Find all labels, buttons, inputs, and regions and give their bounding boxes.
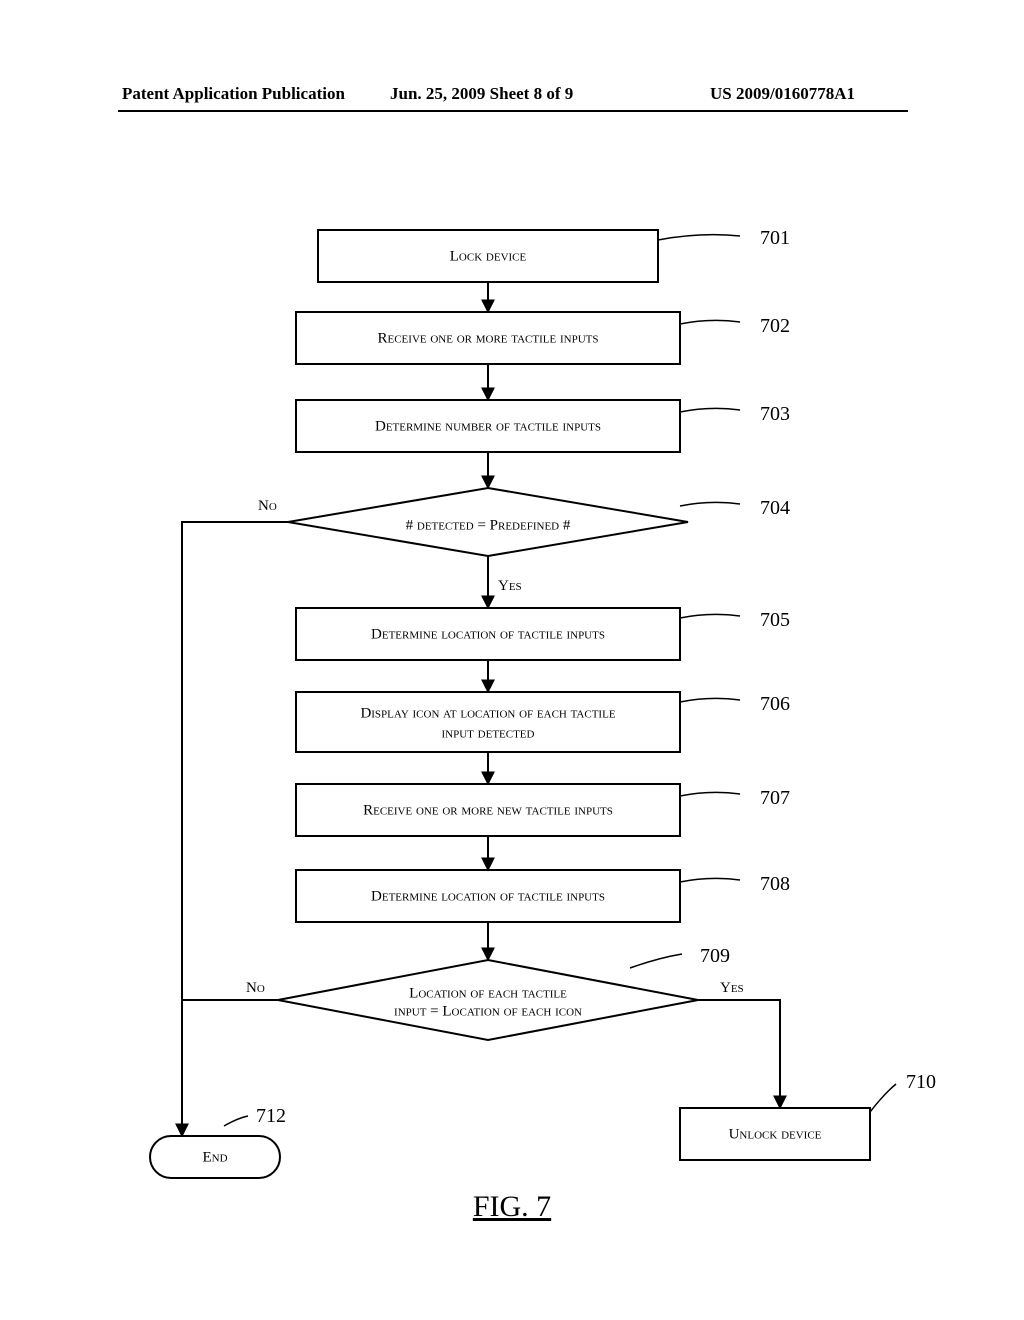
node-701-label: Lock device xyxy=(450,248,527,264)
node-706-label-1: Display icon at location of each tactile xyxy=(360,705,615,721)
ref-712: 712 xyxy=(256,1105,286,1127)
node-705: Determine location of tactile inputs 705 xyxy=(296,608,790,660)
edge-709-yes-label: Yes xyxy=(720,980,744,996)
node-709: Location of each tactile input = Locatio… xyxy=(278,945,730,1040)
node-712-label: End xyxy=(202,1149,227,1165)
node-710-label: Unlock device xyxy=(729,1126,822,1142)
edge-704-yes-label: Yes xyxy=(498,578,522,594)
node-705-label: Determine location of tactile inputs xyxy=(371,626,605,642)
ref-710: 710 xyxy=(906,1071,936,1093)
node-712-end: End 712 xyxy=(150,1105,286,1178)
node-710: Unlock device 710 xyxy=(680,1071,936,1160)
ref-704: 704 xyxy=(760,497,790,519)
node-709-label-2: input = Location of each icon xyxy=(394,1003,582,1019)
node-702: Receive one or more tactile inputs 702 xyxy=(296,312,790,364)
ref-708: 708 xyxy=(760,873,790,895)
edge-704-no-label: No xyxy=(258,498,277,514)
node-706: Display icon at location of each tactile… xyxy=(296,692,790,752)
patent-page: Patent Application Publication Jun. 25, … xyxy=(0,0,1024,1320)
node-707: Receive one or more new tactile inputs 7… xyxy=(296,784,790,836)
ref-702: 702 xyxy=(760,315,790,337)
header-left: Patent Application Publication xyxy=(122,84,345,104)
node-702-label: Receive one or more tactile inputs xyxy=(378,330,599,346)
ref-701: 701 xyxy=(760,227,790,249)
node-703: Determine number of tactile inputs 703 xyxy=(296,400,790,452)
node-708: Determine location of tactile inputs 708 xyxy=(296,870,790,922)
node-707-label: Receive one or more new tactile inputs xyxy=(363,802,613,818)
node-708-label: Determine location of tactile inputs xyxy=(371,888,605,904)
ref-706: 706 xyxy=(760,693,790,715)
node-704: # detected = Predefined # 704 xyxy=(288,488,790,556)
node-706-label-2: input detected xyxy=(442,725,535,741)
flowchart: Lock device 701 Receive one or more tact… xyxy=(0,160,1024,1260)
figure-title: FIG. 7 xyxy=(0,1190,1024,1224)
node-703-label: Determine number of tactile inputs xyxy=(375,418,601,434)
ref-703: 703 xyxy=(760,403,790,425)
header-right: US 2009/0160778A1 xyxy=(710,84,855,104)
ref-705: 705 xyxy=(760,609,790,631)
header-center: Jun. 25, 2009 Sheet 8 of 9 xyxy=(390,84,573,104)
header-rule xyxy=(118,110,908,112)
edge-704-no-end xyxy=(182,522,288,1136)
node-701: Lock device 701 xyxy=(318,227,790,282)
edge-709-yes-710 xyxy=(698,1000,780,1108)
edge-709-no-label: No xyxy=(246,980,265,996)
ref-709: 709 xyxy=(700,945,730,967)
node-704-label: # detected = Predefined # xyxy=(406,517,571,533)
node-709-label-1: Location of each tactile xyxy=(409,985,567,1001)
ref-707: 707 xyxy=(760,787,790,809)
